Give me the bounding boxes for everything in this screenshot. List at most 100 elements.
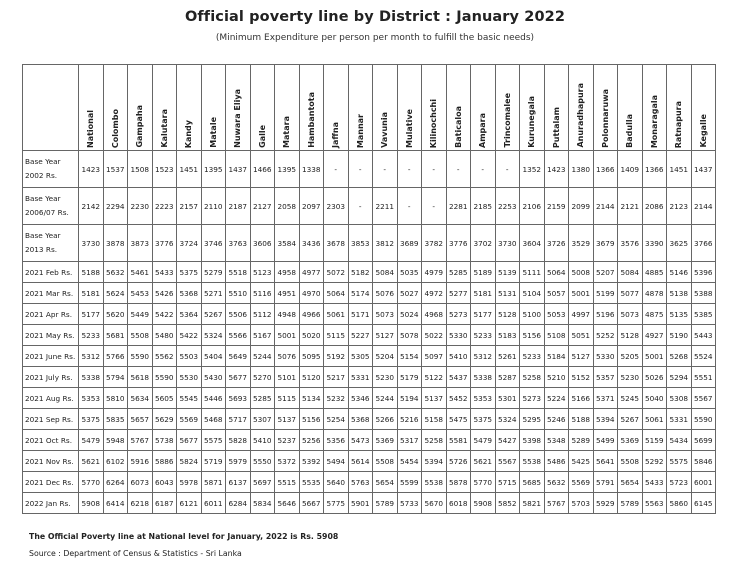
- column-header: Ampara: [470, 64, 496, 151]
- table-cell: 5112: [249, 303, 275, 325]
- table-cell: 5453: [127, 282, 153, 304]
- column-header: Kilinochchi: [421, 64, 447, 151]
- table-cell: 2097: [298, 187, 324, 225]
- table-cell: 5569: [568, 471, 594, 493]
- table-cell: 2185: [470, 187, 496, 225]
- table-cell: 5204: [372, 345, 398, 367]
- table-cell: 5518: [225, 261, 251, 283]
- table-cell: 5205: [617, 345, 643, 367]
- column-header-label: Mulative: [404, 108, 414, 148]
- table-cell: 2303: [323, 187, 349, 225]
- table-cell: 5723: [666, 471, 692, 493]
- table-cell: 4958: [274, 261, 300, 283]
- column-header: Matara: [274, 64, 300, 151]
- table-cell: 1380: [568, 150, 594, 188]
- table-cell: 5273: [519, 387, 545, 409]
- table-cell: 5394: [421, 450, 447, 472]
- table-cell: 1437: [225, 150, 251, 188]
- table-cell: 5224: [543, 387, 569, 409]
- table-cell: 5449: [127, 303, 153, 325]
- table-cell: 5510: [225, 282, 251, 304]
- column-header-label: Monaragala: [649, 94, 659, 148]
- source-note: Source : Department of Census & Statisti…: [29, 549, 242, 558]
- table-cell: 5035: [396, 261, 422, 283]
- table-cell: 1437: [690, 150, 716, 188]
- table-cell: 5396: [690, 261, 716, 283]
- table-cell: 5654: [617, 471, 643, 493]
- table-cell: 5719: [200, 450, 226, 472]
- table-cell: 2187: [225, 187, 251, 225]
- table-cell: 5108: [543, 324, 569, 346]
- table-cell: 5084: [372, 261, 398, 283]
- table-cell: 5791: [592, 471, 618, 493]
- table-cell: 2086: [641, 187, 667, 225]
- table-row: 2021 May Rs. 5233 5681 5508 5480 5422 5324 5566…: [22, 324, 716, 346]
- table-cell: 5356: [323, 429, 349, 451]
- table-cell: 5154: [396, 345, 422, 367]
- table-cell: 5657: [127, 408, 153, 430]
- table-cell: 5375: [176, 261, 202, 283]
- table-cell: 5330: [445, 324, 471, 346]
- table-cell: 5486: [543, 450, 569, 472]
- table-cell: 4878: [641, 282, 667, 304]
- table-cell: 3576: [617, 224, 643, 262]
- table-cell: 5618: [127, 366, 153, 388]
- table-cell: 5770: [78, 471, 104, 493]
- table-cell: 5693: [225, 387, 251, 409]
- table-cell: 5524: [690, 345, 716, 367]
- table-cell: 3529: [568, 224, 594, 262]
- column-header: Kalutara: [151, 64, 177, 151]
- table-cell: 3724: [176, 224, 202, 262]
- table-cell: 5245: [617, 387, 643, 409]
- column-header-label: Kandy: [184, 119, 194, 148]
- table-cell: 2211: [372, 187, 398, 225]
- table-cell: 5789: [372, 492, 398, 514]
- table-cell: 6121: [176, 492, 202, 514]
- table-cell: 5948: [102, 429, 128, 451]
- table-cell: 5051: [568, 324, 594, 346]
- table-cell: 5563: [641, 492, 667, 514]
- column-header-label: Kalutara: [159, 109, 169, 148]
- table-cell: 5120: [298, 366, 324, 388]
- table-row: 2021 Sep Rs. 5375 5835 5657 5629 5569 5468 5717…: [22, 408, 716, 430]
- table-cell: 1409: [617, 150, 643, 188]
- table-cell: 5353: [78, 387, 104, 409]
- column-header: Matale: [200, 64, 226, 151]
- table-cell: 5152: [568, 366, 594, 388]
- table-cell: 1423: [78, 150, 104, 188]
- table-cell: 5166: [568, 387, 594, 409]
- table-cell: 5871: [200, 471, 226, 493]
- table-cell: 1352: [519, 150, 545, 188]
- table-cell: 5508: [127, 324, 153, 346]
- table-cell: 5307: [249, 408, 275, 430]
- row-label: 2021 June Rs.: [22, 345, 79, 367]
- table-cell: 2142: [78, 187, 104, 225]
- table-row: Base Year 2002 Rs. 1423 1537 1508 1523 1451 13…: [22, 150, 716, 188]
- column-header: Nuwara Eliya: [225, 64, 251, 151]
- table-cell: 1451: [176, 150, 202, 188]
- table-cell: 5285: [249, 387, 275, 409]
- column-header-label: Kegalle: [698, 114, 708, 148]
- table-cell: 5605: [151, 387, 177, 409]
- table-cell: 3730: [78, 224, 104, 262]
- table-cell: 5073: [617, 303, 643, 325]
- table-cell: 5289: [568, 429, 594, 451]
- table-cell: 3726: [543, 224, 569, 262]
- table-cell: 5392: [298, 450, 324, 472]
- table-row: Base Year 2013 Rs. 3730 3878 3873 3776 3724 37…: [22, 224, 716, 262]
- table-cell: 5097: [421, 345, 447, 367]
- table-cell: 4979: [421, 261, 447, 283]
- table-cell: 5338: [78, 366, 104, 388]
- column-header-label: Trincomalee: [502, 93, 512, 148]
- table-cell: 5530: [176, 366, 202, 388]
- table-cell: 5433: [641, 471, 667, 493]
- column-header-label: Badulla: [625, 114, 635, 148]
- page-subtitle: (Minimum Expenditure per person per mont…: [215, 33, 535, 43]
- table-cell: 5452: [445, 387, 471, 409]
- table-cell: 1395: [200, 150, 226, 188]
- table-cell: 5422: [176, 324, 202, 346]
- column-header-label: Gampaha: [135, 105, 145, 148]
- table-cell: 5122: [421, 366, 447, 388]
- table-cell: 5538: [421, 471, 447, 493]
- table-cell: 5357: [592, 366, 618, 388]
